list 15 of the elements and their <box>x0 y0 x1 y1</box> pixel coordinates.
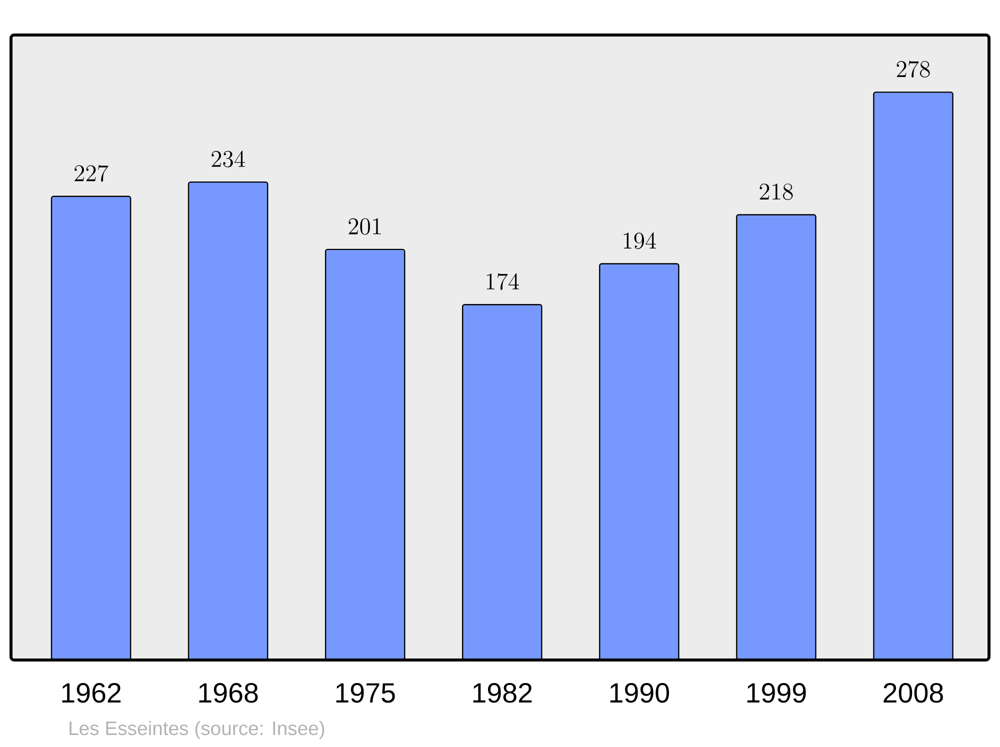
data-label: 194 <box>624 232 656 250</box>
text: Les Esseintes (source: Insee) <box>70 720 324 740</box>
x-tick-label: 1999 <box>747 683 806 703</box>
x-tick-label: 1962 <box>62 683 121 703</box>
data-label: 218 <box>760 184 793 200</box>
x-tick-label: 1982 <box>473 683 532 703</box>
x-tick-label: 2008 <box>884 683 943 703</box>
data-label: 234 <box>212 150 245 168</box>
x-tick-label: 1990 <box>610 683 669 703</box>
data-label: 278 <box>896 60 930 78</box>
data-label: 227 <box>74 164 108 182</box>
x-tick-label: 1968 <box>199 683 258 703</box>
data-label: 174 <box>486 273 519 290</box>
data-label: 201 <box>348 218 381 235</box>
x-tick-label: 1975 <box>336 683 395 703</box>
